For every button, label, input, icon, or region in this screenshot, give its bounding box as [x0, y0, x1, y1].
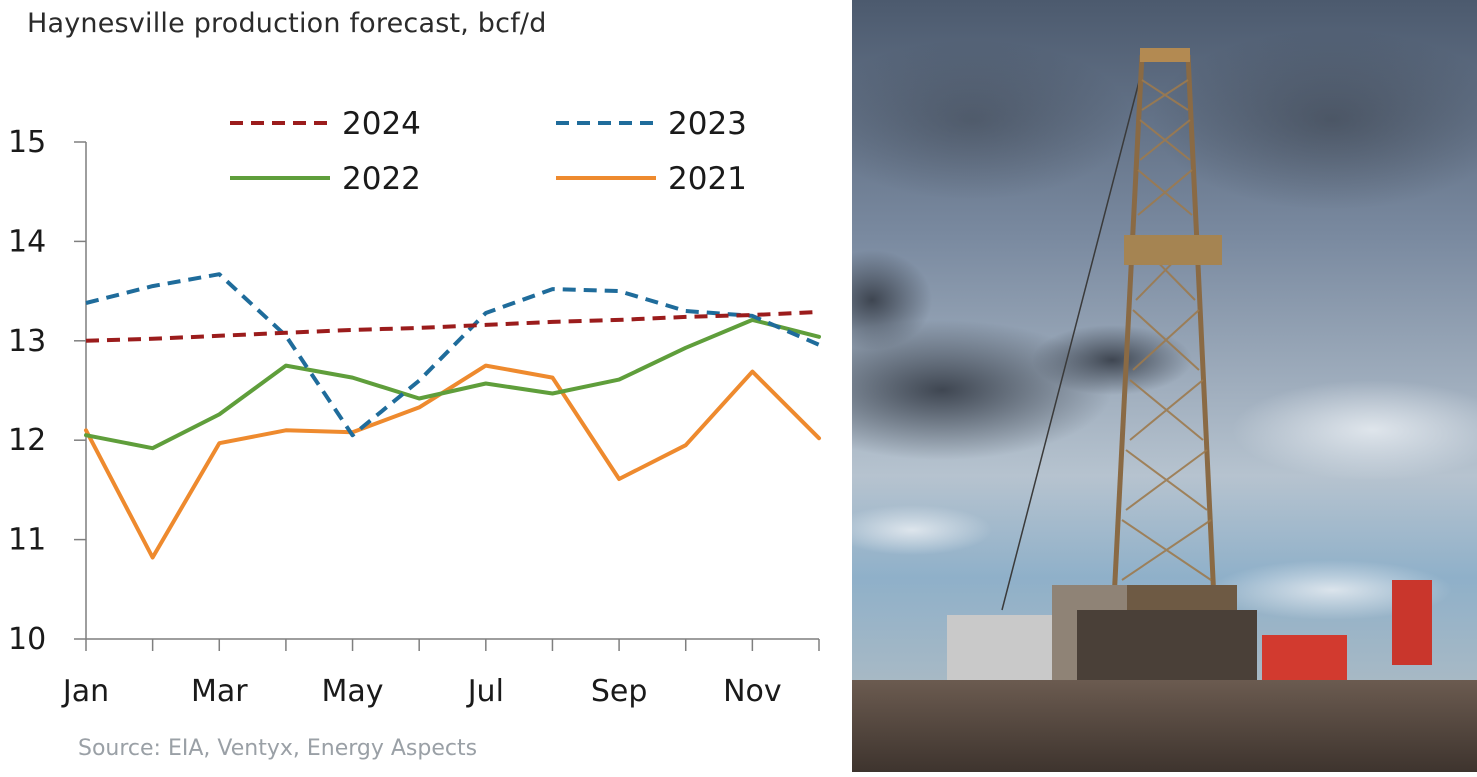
legend-label-2024: 2024	[342, 106, 421, 142]
x-tick-label: May	[322, 674, 384, 709]
y-tick-label: 14	[8, 224, 46, 259]
y-tick-label: 13	[8, 324, 46, 359]
legend-label-2022: 2022	[342, 161, 421, 197]
x-tick-label: Nov	[723, 674, 782, 709]
chart-legend: 2024 2023 2022 2021	[230, 106, 747, 197]
x-tick-label: Jul	[466, 674, 504, 709]
legend-label-2023: 2023	[668, 106, 747, 142]
legend-label-2021: 2021	[668, 161, 747, 197]
y-tick-label: 12	[8, 423, 46, 458]
chart-title: Haynesville production forecast, bcf/d	[27, 8, 547, 39]
chart-series	[84, 272, 821, 560]
series-line-2021	[84, 363, 821, 560]
y-tick-label: 10	[8, 622, 46, 657]
chart-axes: 10 11 12 13 14 15 Jan Mar May Jul Sep Nov	[8, 125, 820, 709]
series-line-2024	[85, 310, 820, 343]
chart-source: Source: EIA, Ventyx, Energy Aspects	[78, 736, 478, 761]
y-tick-label: 15	[8, 125, 46, 160]
x-tick-label: Mar	[191, 674, 248, 709]
drilling-rig-illustration	[772, 0, 1477, 772]
series-line-2022	[84, 317, 821, 451]
x-tick-label: Sep	[591, 674, 648, 709]
y-tick-label: 11	[8, 523, 46, 558]
x-tick-label: Jan	[61, 674, 109, 709]
series-line-2023	[85, 272, 820, 438]
drilling-rig-photo	[772, 0, 1477, 772]
chart-panel: Haynesville production forecast, bcf/d 1…	[8, 8, 821, 761]
